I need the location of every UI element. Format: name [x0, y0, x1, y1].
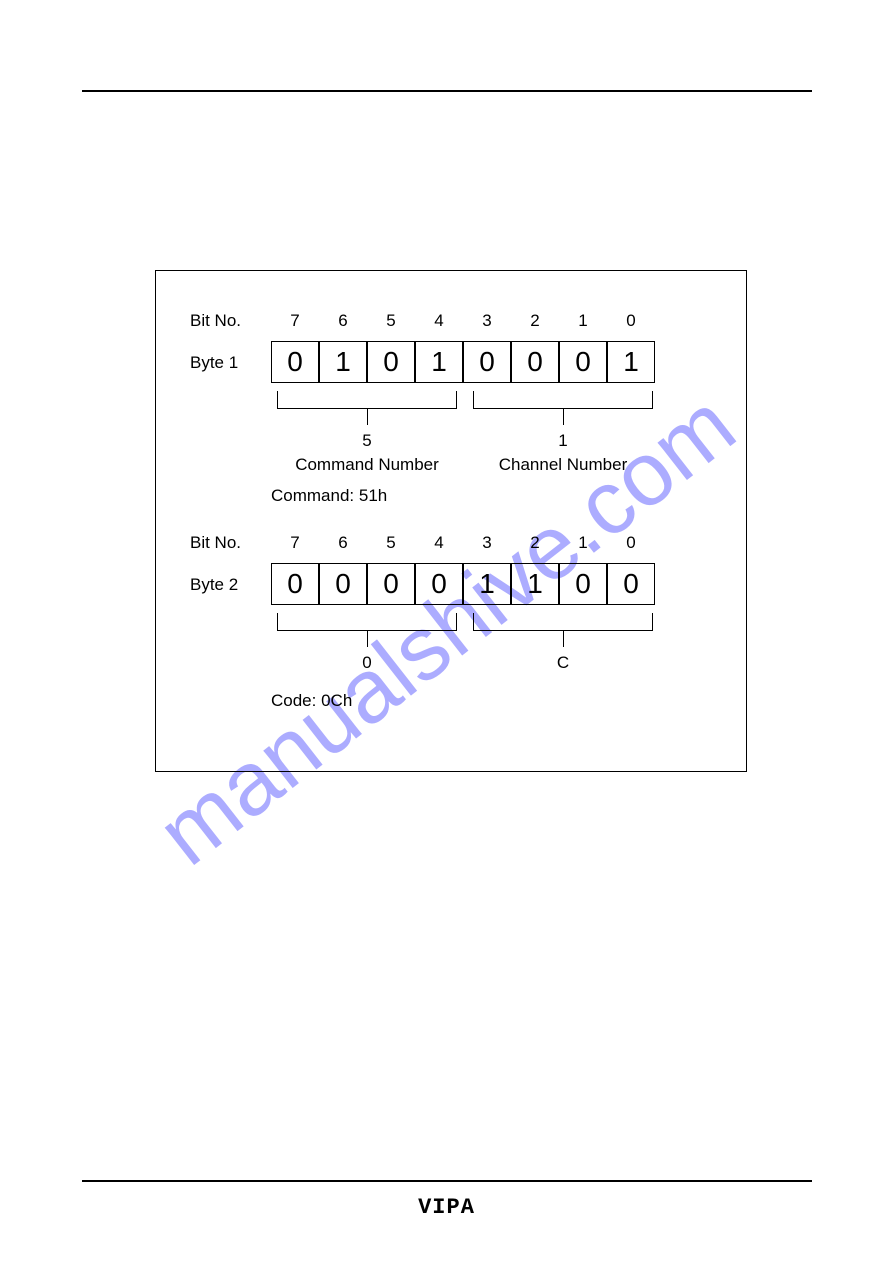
- byte2-bitno-label: Bit No.: [190, 533, 241, 553]
- byte2-label: Byte 2: [190, 575, 238, 595]
- bit-cell: 1: [511, 563, 559, 605]
- byte1-bitno-label: Bit No.: [190, 311, 241, 331]
- bottom-rule: [82, 1180, 812, 1182]
- byte2-bit-headers: 7 6 5 4 3 2 1 0: [271, 533, 655, 553]
- byte1-group-lbl-1: Channel Number: [473, 455, 653, 475]
- byte2-group-val-0: 0: [277, 653, 457, 673]
- byte2-bracket-right: [473, 613, 653, 631]
- bit-cell: 0: [271, 341, 319, 383]
- byte1-stem-left: [367, 409, 368, 425]
- bit-header: 5: [367, 311, 415, 331]
- bit-header: 4: [415, 533, 463, 553]
- byte2-group-val-1: C: [473, 653, 653, 673]
- bit-header: 7: [271, 533, 319, 553]
- bit-header: 6: [319, 533, 367, 553]
- byte1-label: Byte 1: [190, 353, 238, 373]
- top-rule: [82, 90, 812, 92]
- footer-logo: VIPA: [0, 1195, 893, 1220]
- byte2-bracket-left: [277, 613, 457, 631]
- bit-cell: 1: [415, 341, 463, 383]
- bit-cell: 0: [367, 341, 415, 383]
- byte1-footnote: Command: 51h: [271, 486, 387, 506]
- bit-cell: 0: [607, 563, 655, 605]
- bit-cell: 0: [319, 563, 367, 605]
- bit-cell: 0: [559, 341, 607, 383]
- byte2-stem-left: [367, 631, 368, 647]
- bit-header: 0: [607, 533, 655, 553]
- bit-cell: 0: [463, 341, 511, 383]
- bit-cell: 0: [271, 563, 319, 605]
- bit-cell: 0: [559, 563, 607, 605]
- bit-header: 1: [559, 533, 607, 553]
- byte1-group-val-1: 1: [473, 431, 653, 451]
- bit-cell: 1: [319, 341, 367, 383]
- bit-header: 1: [559, 311, 607, 331]
- bit-header: 2: [511, 311, 559, 331]
- byte1-bracket-right: [473, 391, 653, 409]
- bit-cell: 1: [607, 341, 655, 383]
- bit-cell: 0: [511, 341, 559, 383]
- byte1-group-lbl-0: Command Number: [277, 455, 457, 475]
- bit-cell: 1: [463, 563, 511, 605]
- byte1-stem-right: [563, 409, 564, 425]
- bit-header: 0: [607, 311, 655, 331]
- bit-header: 7: [271, 311, 319, 331]
- bit-cell: 0: [367, 563, 415, 605]
- bit-cell: 0: [415, 563, 463, 605]
- byte1-bracket-left: [277, 391, 457, 409]
- bit-header: 5: [367, 533, 415, 553]
- bit-header: 3: [463, 311, 511, 331]
- byte1-bit-headers: 7 6 5 4 3 2 1 0: [271, 311, 655, 331]
- byte2-stem-right: [563, 631, 564, 647]
- byte2-footnote: Code: 0Ch: [271, 691, 352, 711]
- diagram-frame: Bit No. 7 6 5 4 3 2 1 0 Byte 1 0 1 0 1 0…: [155, 270, 747, 772]
- byte1-group-val-0: 5: [277, 431, 457, 451]
- bit-header: 3: [463, 533, 511, 553]
- byte2-bits-row: 0 0 0 0 1 1 0 0: [271, 563, 655, 605]
- diagram-inner: Bit No. 7 6 5 4 3 2 1 0 Byte 1 0 1 0 1 0…: [156, 271, 746, 771]
- byte1-bits-row: 0 1 0 1 0 0 0 1: [271, 341, 655, 383]
- bit-header: 4: [415, 311, 463, 331]
- bit-header: 6: [319, 311, 367, 331]
- bit-header: 2: [511, 533, 559, 553]
